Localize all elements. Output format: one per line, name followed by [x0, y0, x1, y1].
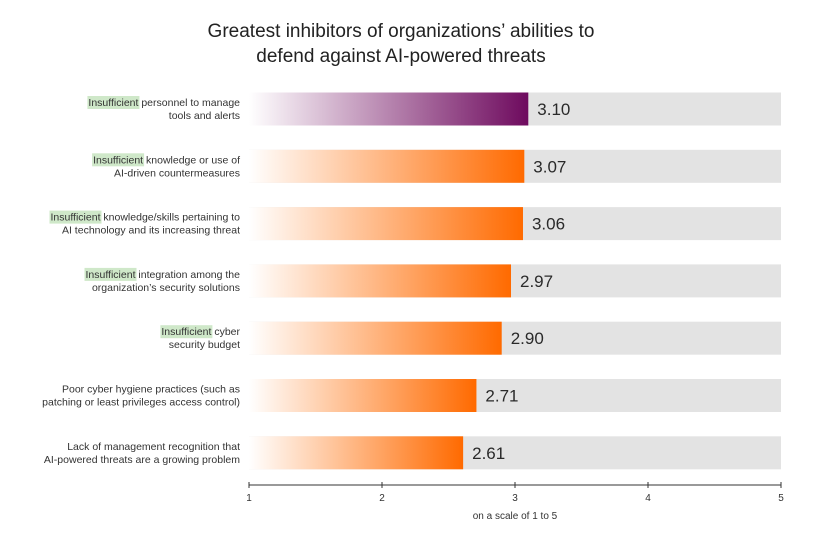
- category-label-1-line-2: tools and alerts: [169, 110, 240, 122]
- x-tick-label-4: 4: [645, 493, 651, 504]
- category-text-1: personnel to manage: [138, 97, 240, 109]
- highlight-marker-1: [87, 96, 140, 109]
- bar-1: [249, 92, 529, 126]
- value-label-3: 3.06: [532, 215, 565, 234]
- category-label-6-line-1: Poor cyber hygiene practices (such as: [62, 384, 240, 396]
- bar-5: [249, 321, 502, 355]
- category-highlight-1: Insufficient: [88, 97, 138, 109]
- chart-title-line-1: Greatest inhibitors of organizations’ ab…: [208, 21, 595, 42]
- x-tick-label-1: 1: [246, 493, 252, 504]
- category-label-3-line-1: Insufficient knowledge/skills pertaining…: [50, 212, 240, 224]
- value-label-7: 2.61: [472, 444, 505, 463]
- x-axis-label: on a scale of 1 to 5: [473, 511, 558, 522]
- bar-7: [249, 436, 464, 470]
- bar-4: [249, 264, 512, 298]
- category-text-4: integration among the: [136, 269, 241, 281]
- category-highlight-2: Insufficient: [93, 154, 143, 166]
- category-label-3-line-2: AI technology and its increasing threat: [62, 225, 240, 237]
- value-label-4: 2.97: [520, 272, 553, 291]
- chart-title-line-2: defend against AI-powered threats: [256, 46, 545, 67]
- highlight-marker-4: [84, 267, 137, 281]
- category-text-3: knowledge/skills pertaining to: [101, 212, 241, 224]
- x-tick-label-3: 3: [512, 493, 518, 504]
- value-label-2: 3.07: [533, 157, 566, 176]
- value-label-5: 2.90: [511, 329, 544, 348]
- category-highlight-3: Insufficient: [50, 212, 100, 224]
- bar-3: [249, 207, 523, 241]
- highlight-marker-3: [49, 210, 102, 224]
- category-label-2-line-2: AI-driven countermeasures: [114, 167, 240, 179]
- highlight-marker-2: [92, 153, 145, 167]
- category-label-1-line-1: Insufficient personnel to manage: [88, 97, 240, 109]
- category-highlight-4: Insufficient: [85, 269, 135, 281]
- x-tick-label-2: 2: [379, 493, 385, 504]
- category-label-5-line-1: Insufficient cyber: [161, 326, 240, 338]
- value-label-1: 3.10: [537, 100, 570, 119]
- bar-6: [249, 379, 477, 412]
- bar-2: [249, 149, 525, 183]
- category-label-6-line-2: patching or least privileges access cont…: [42, 397, 240, 409]
- x-tick-label-5: 5: [778, 493, 784, 504]
- category-highlight-5: Insufficient: [161, 326, 211, 338]
- category-text-5: cyber: [211, 326, 240, 338]
- category-label-7-line-2: AI-powered threats are a growing problem: [44, 454, 240, 466]
- category-label-4-line-1: Insufficient integration among the: [85, 269, 240, 281]
- value-label-6: 2.71: [485, 387, 518, 406]
- category-label-4-line-2: organization’s security solutions: [92, 282, 240, 294]
- category-label-7-line-1: Lack of management recognition that: [67, 441, 240, 453]
- category-text-2: knowledge or use of: [143, 154, 240, 166]
- highlight-marker-5: [160, 325, 213, 339]
- category-label-2-line-1: Insufficient knowledge or use of: [93, 154, 240, 166]
- category-label-5-line-2: security budget: [169, 339, 240, 351]
